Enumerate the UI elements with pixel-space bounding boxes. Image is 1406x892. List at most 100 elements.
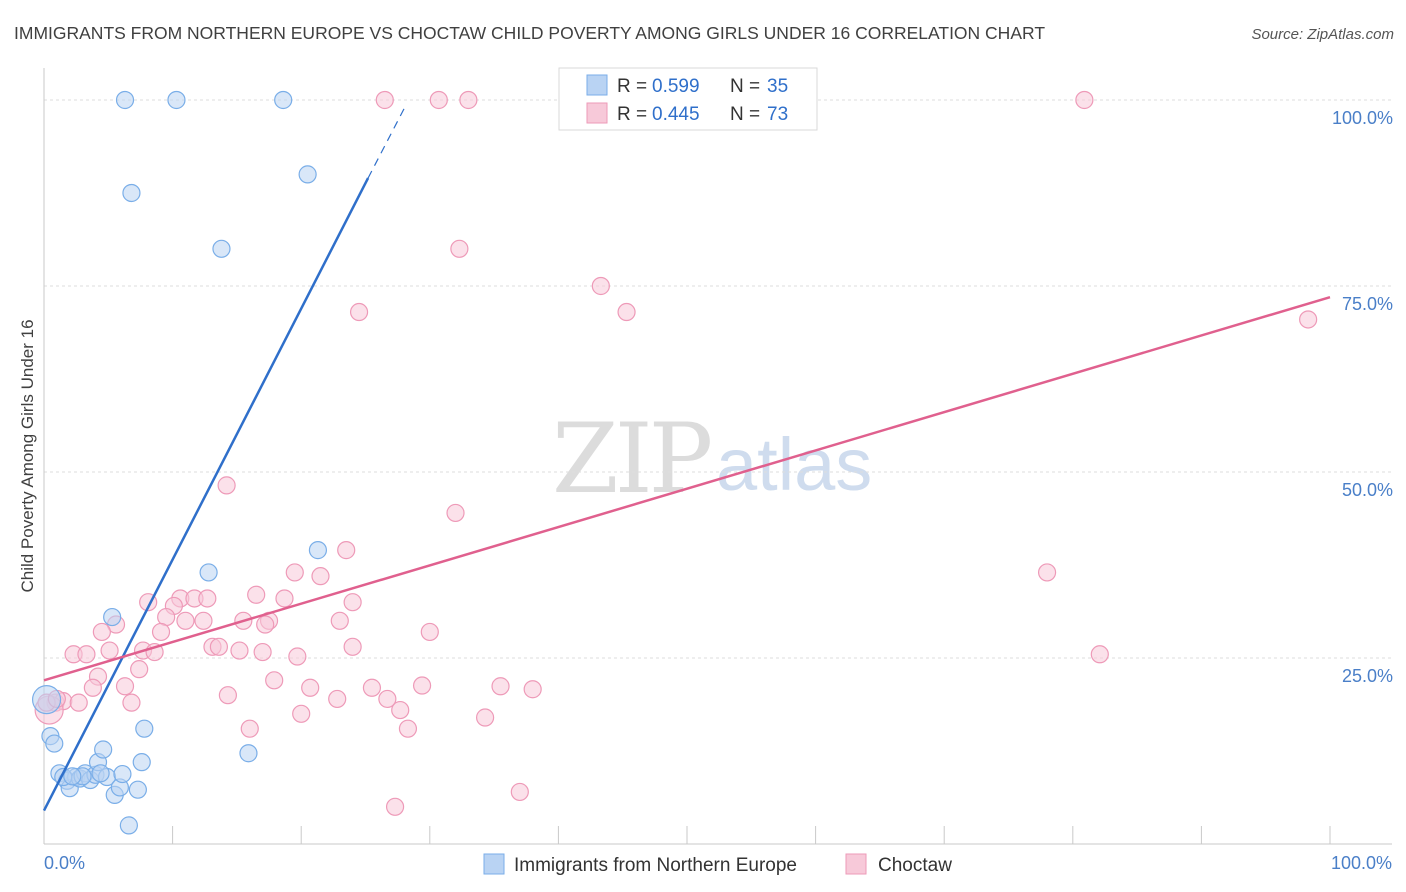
point-choctaw-68 xyxy=(398,719,418,738)
point-choctaw-53 xyxy=(412,676,432,695)
point-choctaw-50 xyxy=(265,671,284,690)
legend-swatch-choctaw xyxy=(586,102,608,124)
point-choctaw-29 xyxy=(92,622,111,642)
point-choctaw-19 xyxy=(198,589,217,608)
point-choctaw-24 xyxy=(194,611,213,630)
legend-r-value-2: 0.445 xyxy=(652,104,700,125)
point-choctaw-63 xyxy=(292,704,311,723)
series-northern-europe-points xyxy=(31,90,328,835)
point-choctaw-4 xyxy=(450,239,469,258)
point-choctaw-11 xyxy=(337,541,356,560)
point-choctaw-27 xyxy=(330,611,349,630)
point-choctaw-51 xyxy=(301,678,320,697)
point-choctaw-54 xyxy=(491,677,510,696)
point-northern-europe-9 xyxy=(135,719,154,738)
point-choctaw-57 xyxy=(328,689,347,709)
point-northern-europe-13 xyxy=(45,734,64,753)
chart-source: Source: ZipAtlas.com xyxy=(1251,26,1394,43)
x-tick-label-max: 100.0% xyxy=(1331,853,1392,873)
point-northern-europe-23 xyxy=(94,740,113,759)
point-choctaw-1 xyxy=(429,90,448,110)
bottom-legend-label-northern-europe: Immigrants from Northern Europe xyxy=(514,855,797,876)
y-axis-tick-labels: 25.0% 50.0% 75.0% 100.0% xyxy=(1332,108,1393,686)
point-choctaw-64 xyxy=(391,700,410,720)
point-choctaw-65 xyxy=(475,708,495,727)
legend-n-value-2: 73 xyxy=(767,104,788,125)
point-choctaw-37 xyxy=(253,642,272,662)
legend-r-label-2: R = xyxy=(617,104,647,125)
point-choctaw-30 xyxy=(151,622,171,642)
watermark: ZIP atlas xyxy=(552,403,872,515)
point-choctaw-47 xyxy=(130,660,149,679)
point-choctaw-56 xyxy=(218,686,237,705)
watermark-zip: ZIP xyxy=(552,403,711,515)
bottom-legend-swatch-northern-europe xyxy=(483,853,505,875)
y-tick-label-25: 25.0% xyxy=(1342,666,1393,686)
legend-n-label-2: N = xyxy=(730,104,760,125)
point-choctaw-70 xyxy=(510,782,529,802)
point-choctaw-12 xyxy=(285,563,304,582)
point-choctaw-48 xyxy=(83,678,102,697)
point-choctaw-9 xyxy=(217,476,236,495)
point-choctaw-36 xyxy=(230,641,249,660)
legend-r-label-1: R = xyxy=(617,76,647,97)
point-choctaw-5 xyxy=(591,276,610,296)
y-tick-label-50: 50.0% xyxy=(1342,480,1393,500)
point-choctaw-62 xyxy=(122,693,141,712)
point-northern-europe-10 xyxy=(239,744,258,763)
point-choctaw-33 xyxy=(420,622,439,642)
point-choctaw-69 xyxy=(385,797,405,816)
point-choctaw-16 xyxy=(275,589,294,608)
point-choctaw-14 xyxy=(1037,563,1057,582)
point-choctaw-52 xyxy=(362,678,382,697)
point-choctaw-32 xyxy=(256,615,275,634)
point-northern-europe-27 xyxy=(113,764,132,784)
point-northern-europe-0 xyxy=(115,90,135,110)
point-choctaw-7 xyxy=(617,302,636,322)
point-choctaw-0 xyxy=(375,90,394,110)
point-northern-europe-6 xyxy=(308,541,328,560)
gridlines xyxy=(44,99,1392,659)
point-choctaw-22 xyxy=(343,593,362,612)
trend-line-northern-europe-extension xyxy=(367,103,408,179)
point-northern-europe-33 xyxy=(91,764,110,783)
point-northern-europe-4 xyxy=(122,183,141,203)
legend-r-value-1: 0.599 xyxy=(652,76,700,97)
point-choctaw-58 xyxy=(378,689,397,709)
point-choctaw-13 xyxy=(311,567,330,586)
x-tick-label-min: 0.0% xyxy=(44,853,85,873)
watermark-atlas: atlas xyxy=(716,423,872,506)
point-choctaw-61 xyxy=(69,693,88,712)
legend-box: R = 0.599 N = 35 R = 0.445 N = 73 xyxy=(558,67,818,131)
point-choctaw-31 xyxy=(176,611,195,630)
trend-line-northern-europe xyxy=(42,177,370,812)
point-choctaw-49 xyxy=(115,677,135,696)
trend-line-choctaw xyxy=(43,295,1331,682)
point-choctaw-15 xyxy=(247,585,266,604)
point-northern-europe-29 xyxy=(128,780,147,799)
point-choctaw-67 xyxy=(240,719,259,738)
point-northern-europe-11 xyxy=(31,685,62,715)
point-choctaw-10 xyxy=(446,503,465,523)
x-axis-ticks xyxy=(43,826,1331,844)
chart-title: IMMIGRANTS FROM NORTHERN EUROPE VS CHOCT… xyxy=(14,23,1045,43)
y-tick-label-100: 100.0% xyxy=(1332,108,1393,128)
point-northern-europe-2 xyxy=(274,90,293,110)
point-choctaw-39 xyxy=(343,637,362,656)
point-choctaw-35 xyxy=(209,637,228,656)
point-choctaw-44 xyxy=(100,641,119,660)
point-choctaw-6 xyxy=(349,302,369,322)
legend-swatch-northern-europe xyxy=(586,74,608,96)
point-choctaw-3 xyxy=(1075,90,1094,110)
point-choctaw-43 xyxy=(77,645,96,664)
y-tick-label-75: 75.0% xyxy=(1342,294,1393,314)
bottom-legend-label-choctaw: Choctaw xyxy=(878,855,952,876)
legend-n-value-1: 35 xyxy=(767,76,788,97)
bottom-legend-swatch-choctaw xyxy=(845,853,867,875)
y-axis-label: Child Poverty Among Girls Under 16 xyxy=(18,319,37,592)
point-choctaw-8 xyxy=(1299,310,1318,329)
point-choctaw-55 xyxy=(523,680,542,699)
point-northern-europe-5 xyxy=(212,239,231,258)
point-northern-europe-30 xyxy=(132,753,151,772)
